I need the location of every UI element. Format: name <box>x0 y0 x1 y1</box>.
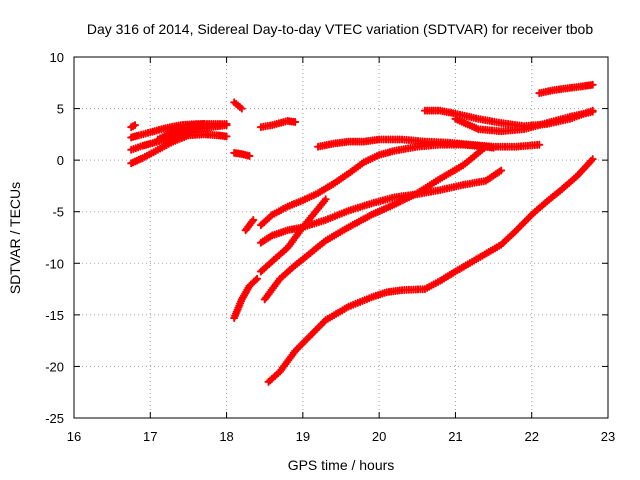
y-tick-label: -10 <box>45 256 64 271</box>
series-s13 <box>256 195 330 276</box>
series-s5 <box>153 120 208 144</box>
plot-frame <box>73 56 609 419</box>
x-tick-label: 21 <box>448 429 462 444</box>
x-tick-label: 16 <box>67 429 81 444</box>
series-s18 <box>451 107 597 136</box>
series-s16 <box>314 135 544 151</box>
y-tick-label: -25 <box>45 411 64 426</box>
series-s9 <box>241 216 258 235</box>
y-axis-label: SDTVAR / TECUs <box>7 182 23 294</box>
series-s3 <box>127 121 231 154</box>
grid <box>74 57 608 418</box>
series-s4 <box>127 130 231 168</box>
series-s2 <box>127 121 139 132</box>
y-tick-label: 0 <box>57 153 64 168</box>
series-s7 <box>230 98 246 113</box>
x-tick-label: 18 <box>219 429 233 444</box>
y-tick-label: 5 <box>57 102 64 117</box>
y-tick-label: -15 <box>45 308 64 323</box>
series-s14 <box>260 142 490 304</box>
axis-ticks: 16 17 18 19 20 21 22 23 -25 -20 -15 -10 -5 0 5 10 <box>45 50 615 444</box>
chart-title: Day 316 of 2014, Sidereal Day-to-day VTE… <box>87 21 594 37</box>
series-s8 <box>256 116 300 132</box>
x-tick-label: 19 <box>296 429 310 444</box>
series-s10 <box>230 274 262 322</box>
data-series <box>127 80 597 386</box>
x-tick-label: 23 <box>601 429 615 444</box>
x-tick-label: 22 <box>524 429 538 444</box>
y-tick-label: -5 <box>52 205 64 220</box>
series-s19 <box>535 80 597 98</box>
series-s6 <box>230 148 254 160</box>
y-tick-label: 10 <box>50 50 64 65</box>
x-tick-label: 20 <box>372 429 386 444</box>
x-tick-label: 17 <box>143 429 157 444</box>
x-axis-label: GPS time / hours <box>288 457 395 473</box>
series-s15 <box>264 155 597 386</box>
y-tick-label: -20 <box>45 359 64 374</box>
